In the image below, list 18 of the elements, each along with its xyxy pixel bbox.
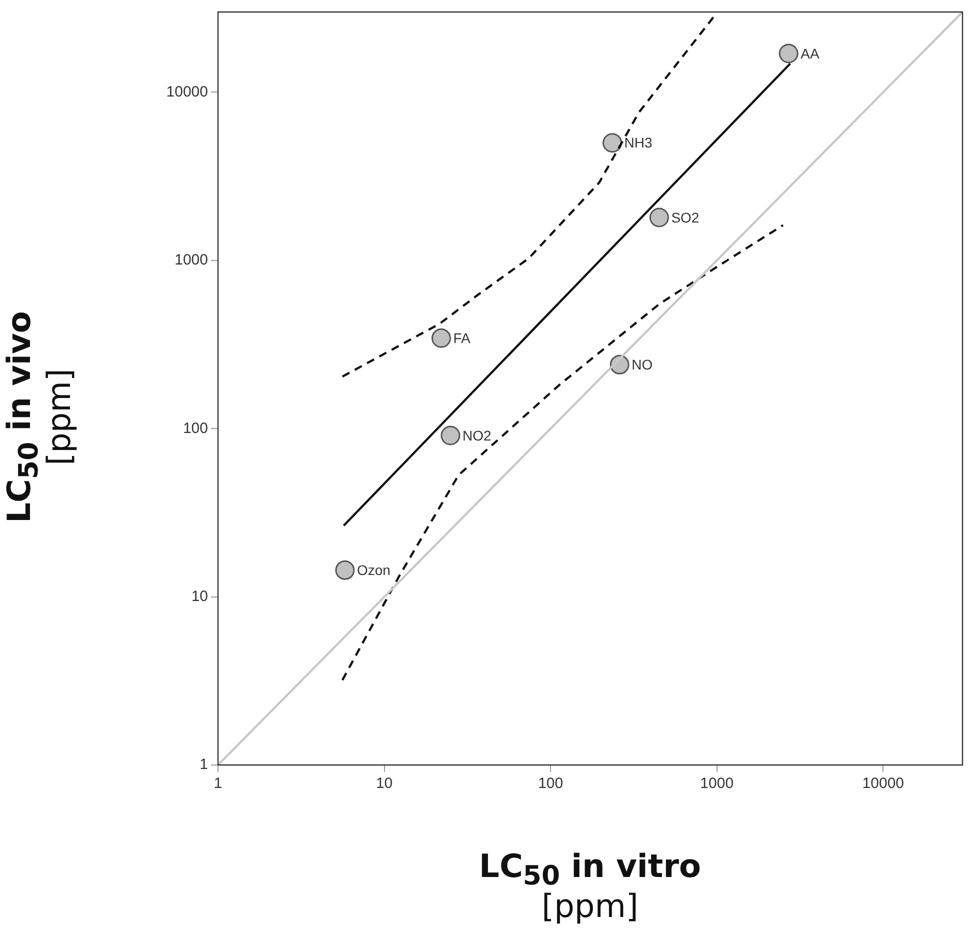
annotation: NO2 — [462, 427, 492, 444]
y-tick-label: 100 — [182, 420, 208, 437]
x-tick-label: 10 — [376, 775, 393, 792]
x-tick-label: 10000 — [862, 775, 904, 792]
y-tick-label: 1000 — [174, 252, 208, 269]
x-tick-label: 100 — [538, 775, 564, 792]
x-axis-title: LC$_{50}$ in vitro [ppm] — [478, 847, 702, 926]
annotation: NH3 — [624, 134, 653, 151]
annotation: Ozon — [356, 562, 390, 578]
annotation: NO — [632, 356, 653, 373]
annotation: SO2 — [671, 209, 700, 226]
x-tick-label: 1 — [214, 775, 222, 792]
x-tick-label: 1000 — [700, 775, 734, 792]
y-tick-label: 1 — [200, 756, 208, 774]
y-tick-label: 10 — [191, 588, 208, 605]
annotation: FA — [453, 330, 472, 346]
y-tick-label: 10000 — [166, 83, 208, 100]
annotation: AA — [800, 45, 820, 62]
